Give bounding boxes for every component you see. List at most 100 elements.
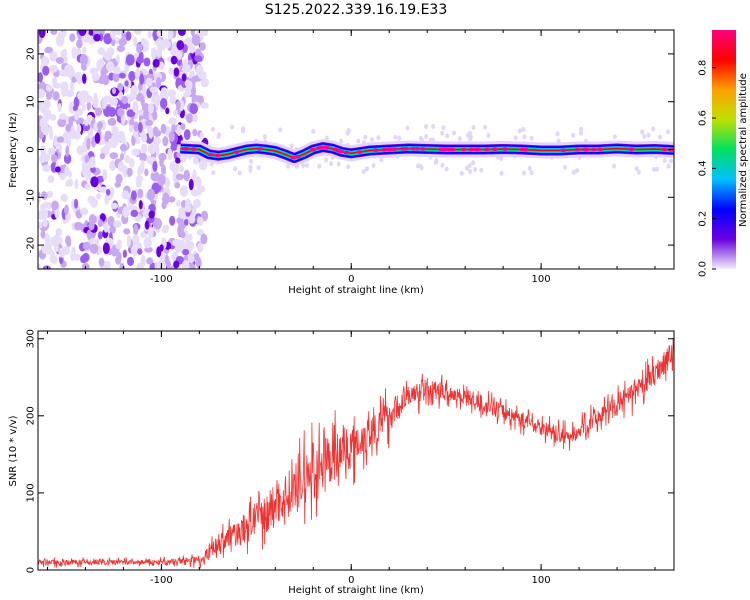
noise-blob	[120, 113, 126, 125]
noise-blob	[68, 101, 75, 114]
colorbar-ticks: 0.0 0.2 0.4 0.6 0.8	[698, 60, 716, 277]
noise-blob	[189, 103, 198, 115]
noise-blob	[81, 73, 87, 84]
noise-blob	[188, 178, 194, 191]
noise-blob	[93, 122, 99, 132]
noise-blob	[141, 143, 148, 154]
noise-blob	[38, 88, 46, 99]
noise-blob	[517, 128, 522, 134]
ridge-peak	[483, 147, 490, 152]
ridge-peak	[460, 147, 467, 152]
noise-blob	[139, 73, 145, 86]
noise-blob	[53, 234, 61, 245]
noise-blob	[42, 98, 51, 109]
noise-blob	[86, 114, 93, 122]
noise-blob	[78, 108, 84, 116]
noise-blob	[115, 243, 122, 250]
noise-blob	[174, 182, 181, 189]
noise-blob	[190, 30, 196, 37]
noise-blob	[440, 162, 445, 168]
noise-blob	[38, 72, 43, 83]
noise-blob	[658, 134, 663, 140]
noise-blob	[138, 200, 143, 210]
noise-blob	[188, 233, 193, 241]
noise-blob	[195, 48, 202, 58]
noise-blob	[216, 134, 221, 140]
noise-blob	[121, 95, 128, 105]
noise-blob	[571, 169, 576, 175]
noise-blob	[124, 155, 131, 164]
noise-blob	[169, 117, 177, 124]
noise-blob	[118, 72, 126, 79]
noise-blob	[173, 67, 180, 77]
noise-blob	[144, 246, 153, 253]
noise-blob	[80, 207, 89, 216]
spectrogram-ridge	[179, 139, 674, 167]
noise-blob	[52, 82, 61, 89]
noise-blob	[130, 92, 137, 99]
noise-blob	[52, 91, 60, 101]
noise-blob	[57, 102, 62, 113]
noise-blob	[324, 157, 329, 163]
noise-blob	[187, 263, 196, 269]
noise-blob	[111, 125, 119, 136]
noise-blob	[197, 242, 204, 253]
noise-blob	[345, 130, 350, 136]
noise-blob	[170, 142, 178, 151]
noise-blob	[45, 247, 53, 255]
ridge-peak	[294, 154, 301, 159]
noise-blob	[571, 132, 576, 138]
noise-blob	[38, 154, 46, 164]
noise-blob	[85, 172, 90, 181]
noise-blob	[49, 64, 58, 73]
noise-blob	[578, 126, 583, 132]
noise-blob	[642, 133, 647, 139]
noise-blob	[233, 166, 238, 172]
noise-blob	[175, 173, 185, 180]
noise-blob	[63, 153, 72, 164]
ridge-peak	[337, 149, 344, 154]
noise-blob	[58, 247, 66, 258]
ridge-peak	[332, 147, 339, 152]
noise-blob	[106, 260, 111, 269]
noise-blob	[132, 101, 139, 113]
noise-blob	[117, 107, 125, 117]
noise-blob	[74, 178, 79, 190]
noise-blob	[178, 209, 186, 219]
noise-blob	[183, 255, 190, 262]
noise-blob	[97, 121, 103, 130]
noise-blob	[55, 227, 63, 237]
noise-blob	[98, 257, 105, 267]
noise-blob	[146, 125, 154, 135]
noise-blob	[115, 173, 123, 184]
noise-blob	[136, 56, 144, 64]
noise-blob	[665, 129, 670, 135]
noise-blob	[111, 39, 116, 47]
noise-blob	[668, 158, 673, 164]
noise-blob	[304, 162, 309, 168]
noise-blob	[336, 161, 341, 167]
ridge-peak	[323, 145, 330, 150]
noise-blob	[42, 265, 51, 269]
ridge-peak	[233, 150, 240, 154]
noise-blob	[183, 129, 191, 141]
noise-blob	[129, 157, 135, 169]
noise-blob	[65, 235, 72, 246]
noise-blob	[145, 77, 153, 87]
noise-blob	[41, 123, 49, 136]
noise-blob	[76, 39, 83, 49]
noise-blob	[76, 47, 82, 55]
noise-blob	[147, 103, 154, 114]
noise-blob	[81, 123, 91, 132]
noise-blob	[110, 30, 117, 40]
noise-blob	[139, 152, 147, 162]
noise-blob	[45, 85, 53, 92]
noise-blob	[153, 218, 163, 230]
noise-blob	[651, 126, 656, 132]
noise-blob	[138, 164, 144, 174]
noise-blob	[168, 67, 174, 75]
snr-panel: -100 0 100 0 100 200 300 Height of straight li…	[8, 329, 675, 596]
noise-blob	[93, 33, 101, 42]
colorbar-tick-label: 0.4	[698, 160, 709, 176]
noise-blob	[94, 132, 101, 144]
